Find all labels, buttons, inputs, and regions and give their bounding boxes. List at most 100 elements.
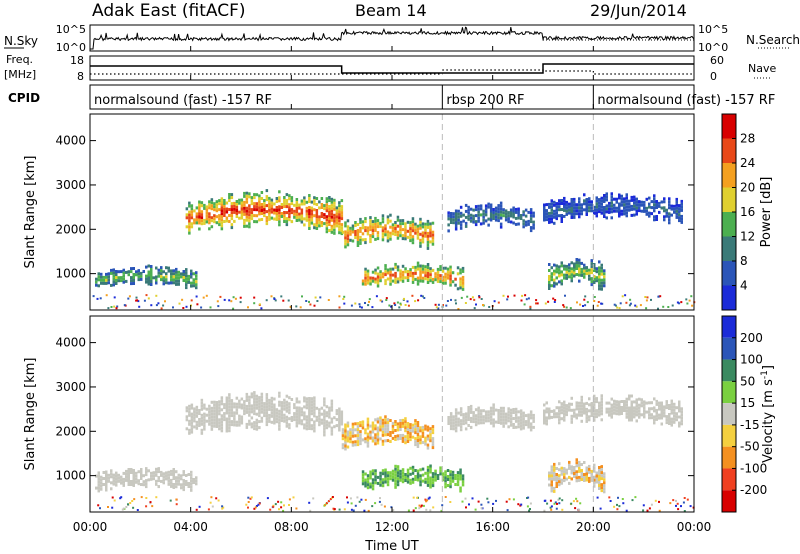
echo-cell <box>487 223 490 227</box>
colorbar-swatch <box>722 212 736 237</box>
echo-cell <box>248 419 251 423</box>
echo-cell <box>399 428 402 431</box>
echo-cell <box>635 209 638 213</box>
echo-cell <box>628 415 631 419</box>
echo-cell <box>105 476 108 480</box>
echo-cell <box>389 279 392 283</box>
echo-cell <box>170 484 173 488</box>
echo-cell <box>399 425 402 428</box>
noise-cell <box>222 506 225 509</box>
noise-cell <box>363 509 366 512</box>
echo-cell <box>655 414 658 418</box>
echo-cell <box>344 236 347 240</box>
echo-cell <box>340 229 344 233</box>
echo-cell <box>568 208 571 212</box>
echo-cell <box>426 240 430 244</box>
echo-cell <box>406 471 410 475</box>
echo-cell <box>125 478 128 482</box>
echo-cell <box>573 206 576 210</box>
echo-cell <box>303 202 306 206</box>
echo-cell <box>482 212 485 216</box>
echo-cell <box>338 228 341 232</box>
echo-cell <box>233 423 236 427</box>
echo-cell <box>431 277 435 281</box>
echo-cell <box>416 267 420 271</box>
echo-cell <box>444 479 447 483</box>
noise-cell <box>535 299 538 302</box>
echo-cell <box>238 201 241 205</box>
echo-cell <box>426 269 430 272</box>
colorbar-swatch <box>722 490 736 512</box>
echo-cell <box>182 276 185 279</box>
echo-cell <box>454 283 457 287</box>
echo-cell <box>371 481 375 485</box>
noise-cell <box>444 496 447 498</box>
echo-cell <box>300 208 304 212</box>
echo-cell <box>449 277 452 281</box>
echo-cell <box>426 437 430 441</box>
echo-cell <box>454 277 457 281</box>
echo-cell <box>273 412 276 416</box>
echo-cell <box>364 472 367 476</box>
echo-cell <box>575 407 578 411</box>
echo-cell <box>315 406 319 410</box>
echo-cell <box>150 268 153 271</box>
echo-cell <box>220 221 224 225</box>
echo-cell <box>313 396 316 400</box>
echo-cell <box>175 267 178 271</box>
echo-cell <box>645 209 648 213</box>
echo-cell <box>573 215 576 219</box>
colorbar-tick-label: 16 <box>740 205 755 219</box>
echo-cell <box>452 427 455 431</box>
echo-cell <box>590 203 593 207</box>
echo-cell <box>185 213 189 217</box>
echo-cell <box>135 273 138 277</box>
echo-cell <box>132 472 135 475</box>
echo-cell <box>605 210 608 214</box>
echo-cell <box>135 477 138 481</box>
noise-cell <box>520 503 523 506</box>
echo-cell <box>170 269 173 273</box>
echo-cell <box>341 428 345 432</box>
echo-cell <box>580 267 583 271</box>
echo-cell <box>429 279 432 283</box>
echo-cell <box>545 410 548 414</box>
noise-cell <box>209 306 212 309</box>
echo-cell <box>680 217 683 221</box>
echo-cell <box>200 401 204 405</box>
echo-cell <box>434 472 437 476</box>
echo-cell <box>449 476 452 480</box>
echo-cell <box>230 411 234 415</box>
echo-cell <box>310 218 314 222</box>
echo-cell <box>346 433 350 437</box>
echo-cell <box>568 466 571 470</box>
echo-cell <box>524 423 528 427</box>
noise-cell <box>316 300 319 302</box>
echo-cell <box>399 478 402 482</box>
echo-cell <box>449 412 453 416</box>
echo-cell <box>648 196 651 200</box>
echo-cell <box>374 228 377 232</box>
echo-cell <box>185 415 189 419</box>
echo-cell <box>598 481 601 484</box>
echo-cell <box>335 221 339 225</box>
echo-cell <box>255 406 259 410</box>
echo-cell <box>421 264 425 268</box>
echo-cell <box>295 198 299 201</box>
noise-cell <box>480 298 483 300</box>
echo-cell <box>265 420 269 424</box>
noise-cell <box>164 300 166 303</box>
echo-cell <box>384 267 387 271</box>
echo-cell <box>595 267 598 271</box>
echo-cell <box>273 211 276 215</box>
echo-cell <box>560 199 563 202</box>
echo-cell <box>220 420 224 424</box>
echo-cell <box>595 412 598 416</box>
echo-cell <box>618 412 621 416</box>
echo-cell <box>429 427 432 431</box>
echo-cell <box>325 405 329 409</box>
echo-cell <box>431 242 435 246</box>
noise-cell <box>513 294 516 297</box>
echo-cell <box>439 265 442 269</box>
